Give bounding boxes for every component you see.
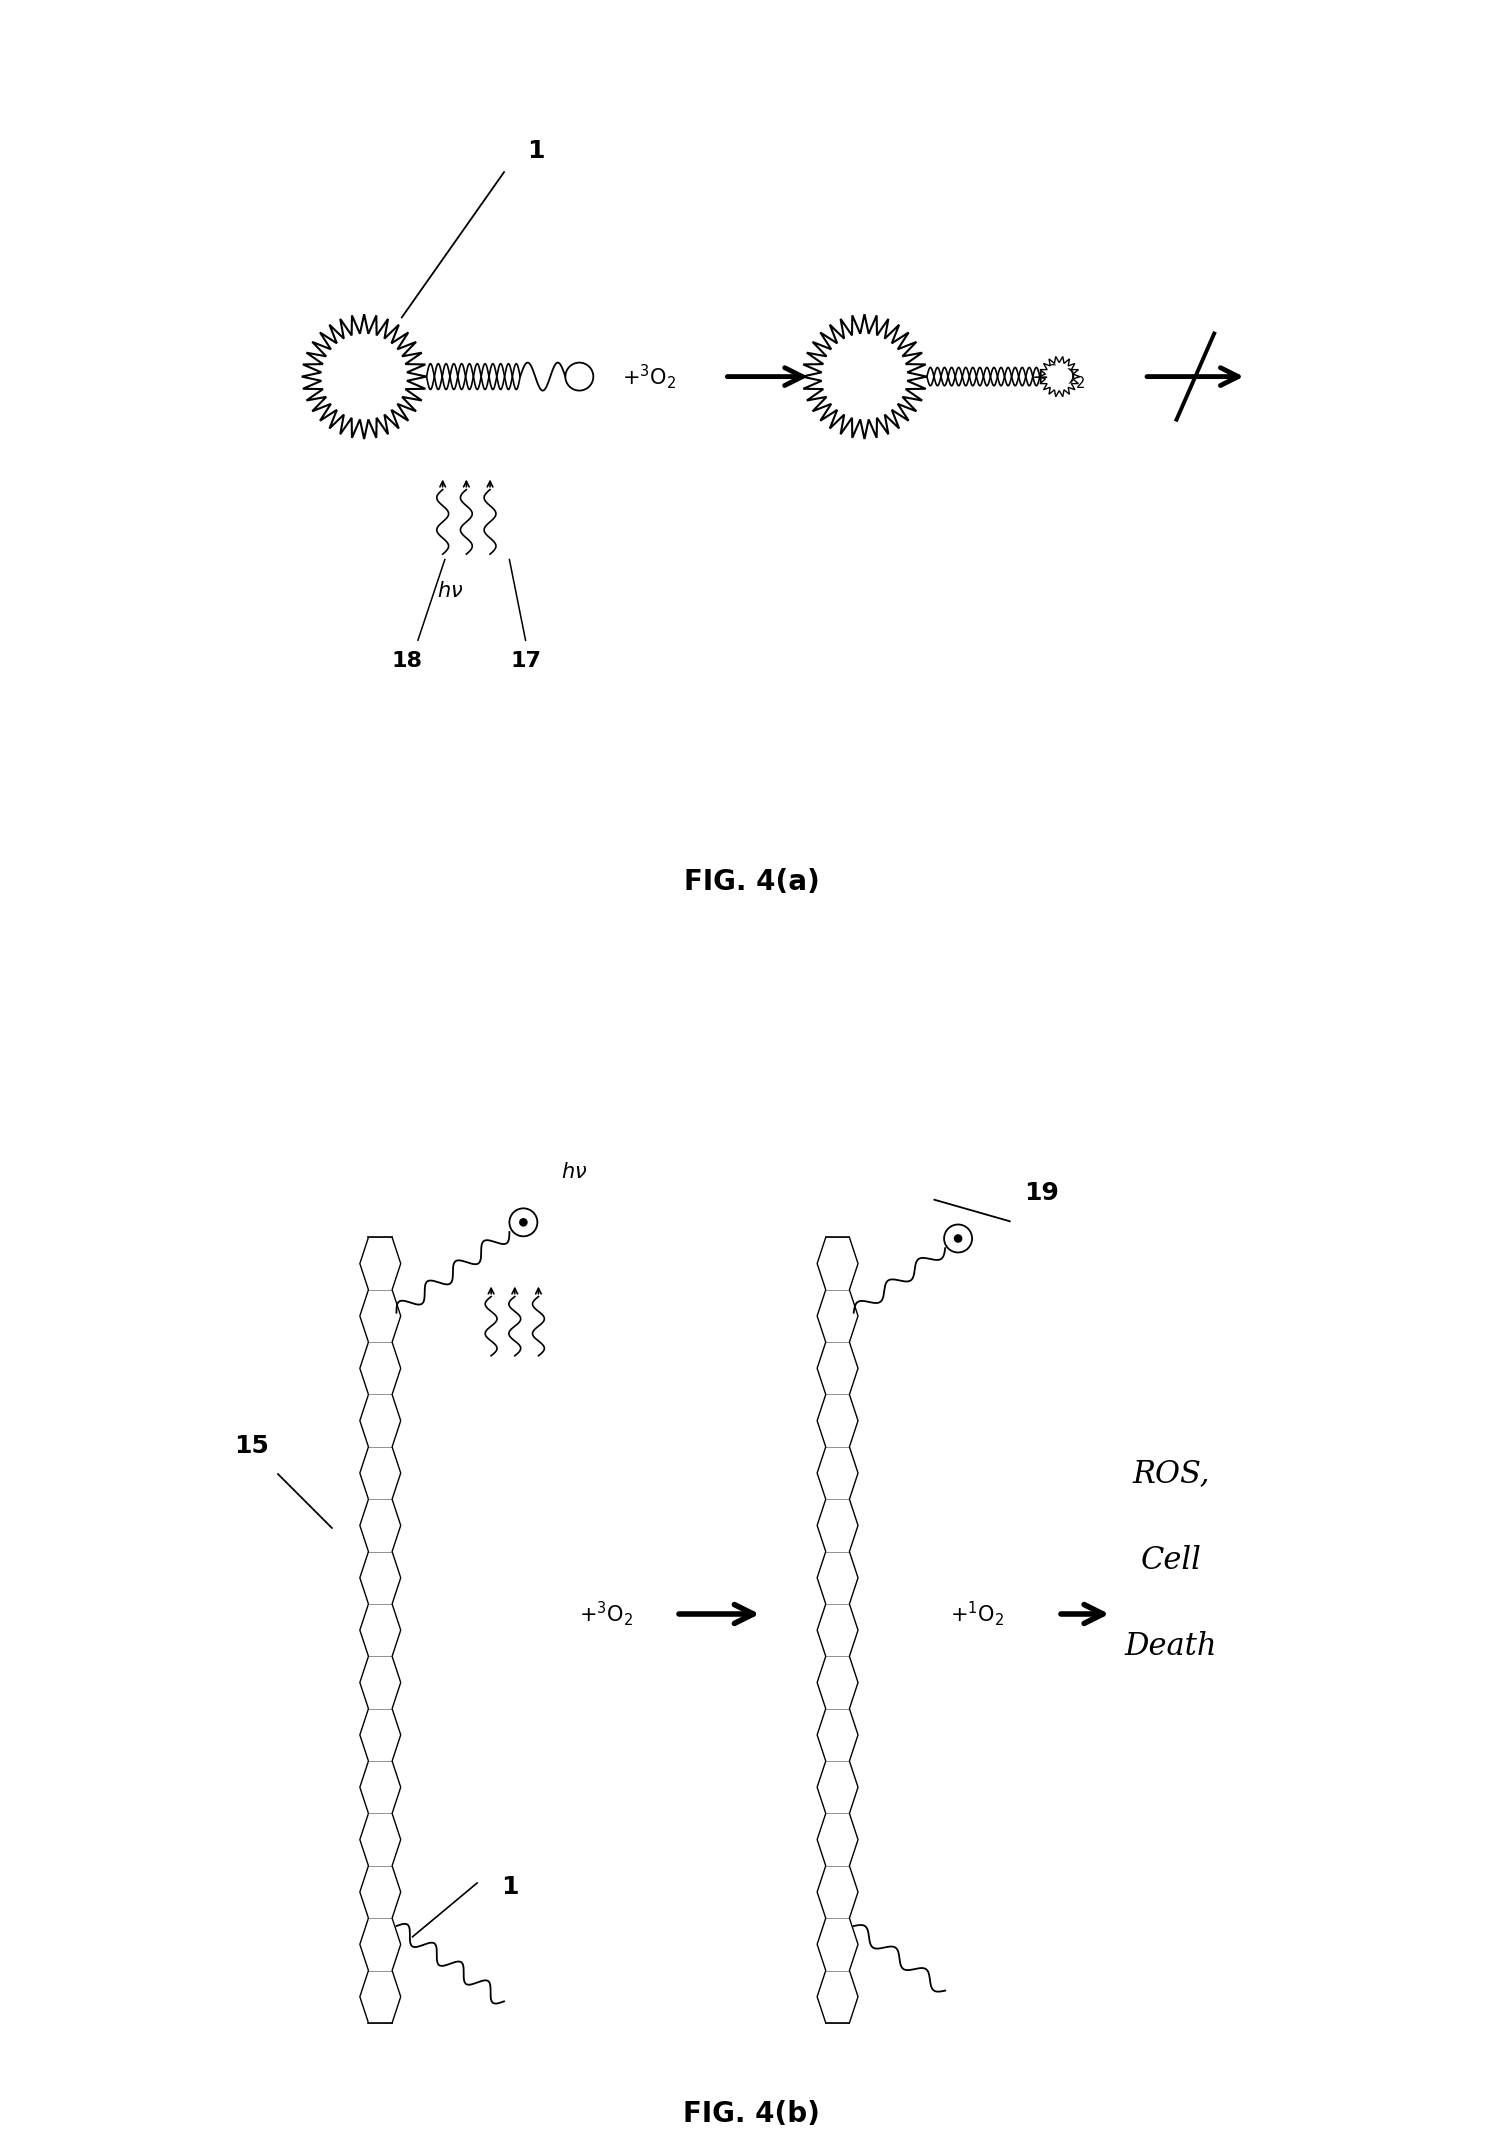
Text: Cell: Cell (1141, 1545, 1201, 1575)
Polygon shape (1039, 357, 1079, 396)
Text: 19: 19 (1025, 1181, 1060, 1205)
Text: +$^3$O$_2$: +$^3$O$_2$ (579, 1599, 633, 1629)
Text: Death: Death (1124, 1631, 1217, 1661)
Circle shape (1048, 364, 1072, 390)
Circle shape (519, 1218, 528, 1227)
Text: 1: 1 (528, 138, 546, 164)
Polygon shape (302, 314, 427, 439)
Polygon shape (803, 314, 927, 439)
Text: FIG. 4(a): FIG. 4(a) (684, 867, 819, 897)
Text: h$\nu$: h$\nu$ (561, 1162, 588, 1181)
Text: 1: 1 (500, 1874, 519, 1898)
Text: 18: 18 (392, 652, 422, 671)
Circle shape (565, 362, 594, 392)
Circle shape (944, 1224, 972, 1252)
Circle shape (328, 340, 401, 413)
Text: h$\nu$: h$\nu$ (437, 581, 463, 600)
Circle shape (828, 340, 902, 413)
Text: +$^1$O$_2$: +$^1$O$_2$ (950, 1599, 1004, 1629)
Text: ROS,: ROS, (1132, 1459, 1210, 1489)
Text: FIG. 4(b): FIG. 4(b) (682, 2100, 821, 2128)
Text: 15: 15 (234, 1433, 269, 1457)
Text: +$^3$O$_2$: +$^3$O$_2$ (1031, 362, 1085, 392)
Circle shape (510, 1207, 538, 1235)
Text: +$^3$O$_2$: +$^3$O$_2$ (622, 362, 676, 392)
Circle shape (954, 1233, 962, 1242)
Text: 17: 17 (510, 652, 541, 671)
